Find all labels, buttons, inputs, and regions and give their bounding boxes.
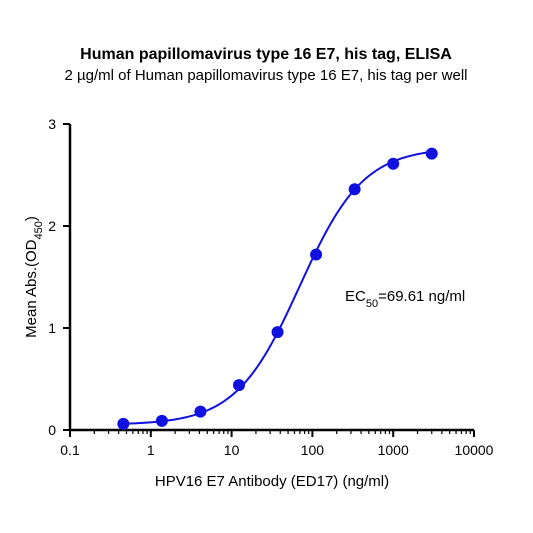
x-tick-label: 100 (301, 442, 325, 458)
x-tick-label: 1000 (378, 442, 409, 458)
data-point (233, 379, 246, 392)
x-tick-label: 0.1 (60, 442, 80, 458)
ec50-value: =69.61 ng/ml (378, 288, 465, 305)
y-tick-label: 1 (48, 320, 56, 336)
data-point (425, 147, 438, 160)
ec50-main: EC (345, 288, 366, 305)
y-axis-label-sub: 450 (33, 221, 45, 239)
ec50-annotation: EC50=69.61 ng/ml (345, 288, 465, 310)
data-point (387, 157, 400, 170)
x-tick-label: 10 (224, 442, 240, 458)
y-axis-label-end: ) (23, 216, 40, 221)
y-tick-label: 0 (48, 422, 56, 438)
data-point (155, 414, 168, 427)
x-tick-label: 10000 (455, 442, 494, 458)
chart-subtitle: 2 µg/ml of Human papillomavirus type 16 … (64, 67, 467, 84)
y-axis-label: Mean Abs.(OD450) (23, 216, 45, 338)
data-point (348, 183, 361, 196)
chart-title: Human papillomavirus type 16 E7, his tag… (80, 46, 452, 63)
data-point (117, 417, 130, 430)
x-axis-label: HPV16 E7 Antibody (ED17) (ng/ml) (155, 473, 389, 490)
tick-layer: 0.1 1 10 100 1000 10000 0 1 2 3 (48, 116, 493, 458)
data-point (194, 405, 207, 418)
y-axis-label-main: Mean Abs.(OD (23, 239, 40, 338)
data-point (271, 326, 284, 339)
y-tick-label: 3 (48, 116, 56, 132)
y-tick-label: 2 (48, 218, 56, 234)
ec50-sub: 50 (366, 298, 378, 310)
x-tick-label: 1 (147, 442, 155, 458)
axes (68, 124, 474, 432)
data-points (117, 147, 438, 430)
data-point (310, 248, 323, 261)
